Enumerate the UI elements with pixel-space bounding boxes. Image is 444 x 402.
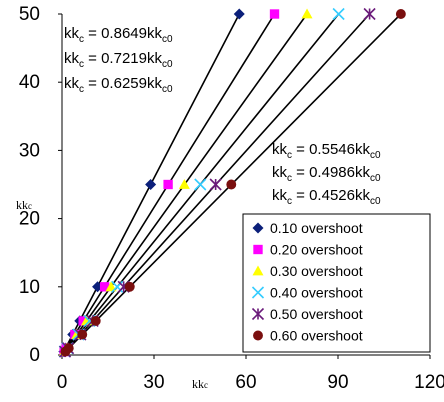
legend-marker: [252, 222, 264, 234]
equation-label: kkc = 0.4986kkc0: [272, 164, 381, 184]
legend-box: [242, 213, 431, 353]
axes: [58, 13, 431, 359]
legend-item: 0.10 overshoot: [252, 220, 363, 236]
y-axis-label-sub: c: [28, 201, 32, 211]
legend-item: 0.30 overshoot: [252, 263, 363, 279]
x-tick-label: 0: [57, 372, 68, 393]
y-tick-label: 10: [19, 277, 40, 298]
legend-item: 0.60 overshoot: [253, 328, 363, 344]
equation-rhs-sub: c0: [370, 173, 381, 184]
equation-rhs: = 0.5546kk: [292, 141, 370, 158]
legend-label: 0.40 overshoot: [270, 285, 363, 301]
equation-label: kkc = 0.4526kkc0: [272, 187, 381, 207]
equation-lhs: kk: [64, 75, 80, 92]
legend-marker: [253, 244, 263, 255]
equation-rhs: = 0.6259kk: [84, 75, 162, 92]
equation-rhs-sub: c0: [162, 59, 173, 70]
equation-rhs: = 0.8649kk: [84, 25, 162, 42]
x-tick-label: 60: [235, 372, 256, 393]
equation-label: kkc = 0.6259kkc0: [64, 75, 173, 95]
equation-rhs-sub: c0: [370, 150, 381, 161]
legend-label: 0.20 overshoot: [270, 242, 363, 258]
equation-rhs: = 0.4526kk: [292, 187, 370, 204]
data-point: [194, 178, 207, 191]
y-axis-label-main: kk: [16, 198, 28, 212]
x-axis-label-main: kk: [192, 377, 204, 391]
y-tick-label: 50: [19, 4, 40, 25]
data-point: [226, 179, 237, 190]
equation-lhs-sub: c: [79, 84, 84, 95]
equation-rhs-sub: c0: [370, 196, 381, 207]
legend-marker: [252, 265, 264, 276]
legend-marker: [253, 330, 263, 341]
equation-rhs-sub: c0: [162, 34, 173, 45]
y-tick-label: 0: [29, 345, 40, 366]
legend: 0.10 overshoot 0.20 overshoot 0.30 oversho…: [242, 213, 431, 353]
x-axis-label: kkc: [192, 377, 208, 391]
equation-lhs-sub: c: [287, 173, 292, 184]
series-circle: [60, 9, 406, 357]
data-point: [99, 282, 110, 292]
data-point: [395, 9, 406, 19]
equation-rhs-sub: c0: [162, 84, 173, 95]
marker-stroke: [194, 178, 207, 191]
legend-label: 0.10 overshoot: [270, 220, 363, 236]
legend-item: 0.50 overshoot: [251, 306, 363, 322]
data-point: [145, 179, 157, 190]
data-point: [301, 8, 313, 19]
x-tick-label: 30: [143, 372, 164, 393]
data-point: [78, 316, 88, 326]
y-tick-label: 40: [19, 72, 40, 93]
data-point: [60, 346, 71, 357]
marker-stroke: [251, 286, 265, 299]
y-axis-label: kkc: [16, 198, 32, 212]
legend-label: 0.60 overshoot: [270, 328, 363, 344]
data-point: [332, 7, 345, 21]
data-point: [81, 315, 93, 326]
equation-lhs: kk: [272, 141, 288, 158]
data-point: [363, 7, 376, 21]
equation-lhs: kk: [64, 50, 80, 67]
data-points: [58, 7, 406, 358]
legend-label: 0.30 overshoot: [270, 263, 363, 279]
legend-marker: [251, 307, 265, 321]
x-axis-label-sub: c: [204, 380, 208, 390]
equation-label: kkc = 0.8649kkc0: [64, 25, 173, 45]
equation-lhs-sub: c: [287, 196, 292, 207]
data-point: [124, 281, 135, 292]
y-tick-label: 20: [19, 209, 40, 230]
marker-stroke: [332, 7, 345, 21]
legend-item: 0.40 overshoot: [251, 285, 363, 301]
equation-lhs-sub: c: [287, 150, 292, 161]
equation-lhs-sub: c: [79, 34, 84, 45]
data-point: [163, 179, 173, 190]
x-tick-label: 120: [414, 372, 444, 393]
data-point: [233, 8, 245, 20]
data-point: [178, 179, 190, 189]
legend-marker: [251, 286, 265, 299]
equation-lhs: kk: [272, 187, 288, 204]
data-point: [105, 281, 117, 292]
equation-lhs-sub: c: [79, 59, 84, 70]
equation-lhs: kk: [272, 164, 288, 181]
equation-label: kkc = 0.7219kkc0: [64, 50, 173, 70]
y-tick-label: 30: [19, 140, 40, 161]
legend-label: 0.50 overshoot: [270, 306, 363, 322]
data-point: [77, 329, 88, 340]
equation-label: kkc = 0.5546kkc0: [272, 141, 381, 161]
equation-rhs: = 0.4986kk: [292, 164, 370, 181]
data-point: [209, 178, 222, 191]
legend-item: 0.20 overshoot: [253, 242, 363, 258]
equation-lhs: kk: [64, 25, 80, 42]
data-point: [269, 9, 280, 19]
x-tick-label: 90: [327, 372, 348, 393]
equation-rhs: = 0.7219kk: [84, 50, 162, 67]
data-point: [90, 315, 101, 326]
